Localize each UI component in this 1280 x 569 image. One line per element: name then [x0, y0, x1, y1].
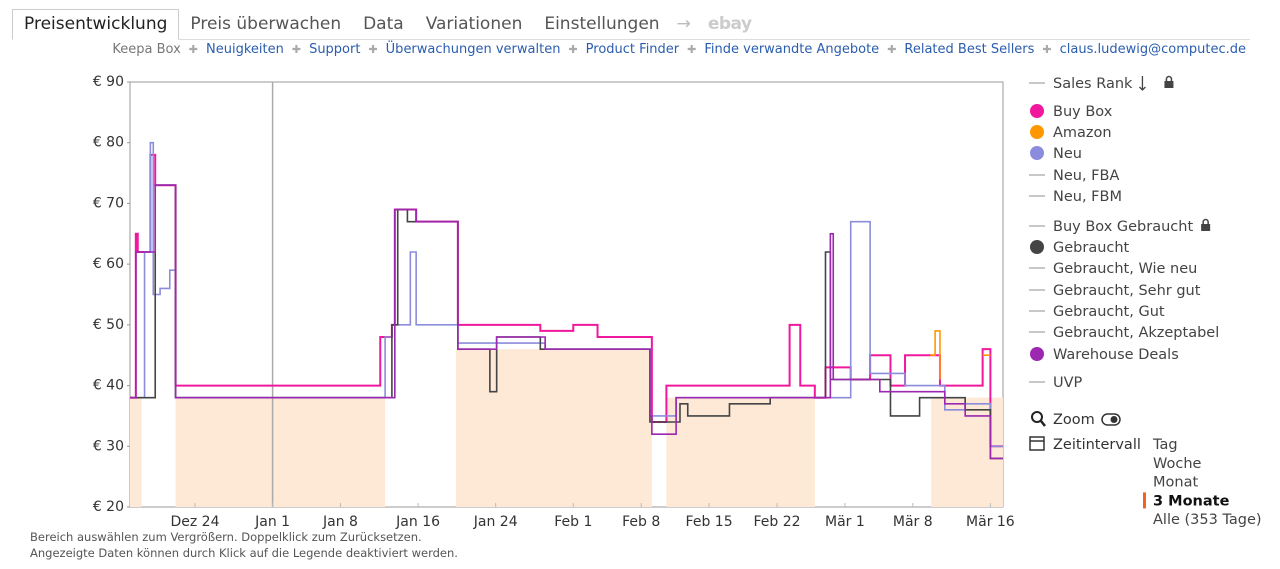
x-tick-label: Feb 22	[753, 514, 800, 530]
interval-option[interactable]: Tag	[1152, 437, 1178, 453]
tab[interactable]: Data	[363, 14, 404, 34]
highlight-band	[455, 349, 652, 507]
y-tick-label: € 30	[93, 438, 124, 454]
lock-icon	[1164, 81, 1174, 88]
x-tick-label: Jan 1	[254, 514, 290, 530]
legend-label[interactable]: Neu	[1053, 146, 1082, 162]
highlight-band	[931, 397, 1003, 507]
legend-label[interactable]: Gebraucht, Sehr gut	[1053, 283, 1201, 299]
highlight-band	[130, 397, 142, 507]
nav-link[interactable]: Related Best Sellers	[879, 42, 1034, 57]
x-tick-label: Dez 24	[170, 514, 219, 530]
x-tick-label: Mär 8	[893, 514, 933, 530]
y-tick-label: € 50	[93, 317, 124, 333]
x-tick-label: Jan 8	[322, 514, 358, 530]
link-bar: Keepa BoxNeuigkeitenSupportÜberwachungen…	[112, 42, 1246, 57]
zoom-toggle-knob	[1110, 416, 1118, 423]
series-line	[130, 184, 1003, 460]
legend-label[interactable]: Gebraucht, Wie neu	[1053, 261, 1197, 277]
interval-option[interactable]: Monat	[1153, 475, 1198, 491]
nav-link[interactable]: claus.ludewig@computec.de	[1034, 42, 1246, 57]
legend-label[interactable]: Buy Box Gebraucht	[1053, 219, 1193, 235]
highlights	[130, 82, 1003, 507]
legend-swatch[interactable]	[1030, 125, 1044, 139]
x-tick-label: Jan 24	[473, 514, 518, 530]
nav-link[interactable]: Überwachungen verwalten	[360, 42, 561, 57]
x-tick-label: Feb 15	[686, 514, 733, 530]
interval-option[interactable]: 3 Monate	[1153, 493, 1230, 509]
tab[interactable]: Einstellungen	[544, 14, 660, 34]
y-tick-label: € 70	[93, 195, 124, 211]
lock-icon	[1165, 75, 1173, 81]
series-lines	[130, 141, 1003, 460]
axes: € 90 € 80 € 70 € 60 € 50 € 40 € 30 € 20 Dez 24 Ja…	[93, 74, 1015, 530]
legend-label[interactable]: UVP	[1053, 375, 1083, 391]
legend: Sales Rank Buy Box Amazon Neu Neu, FBA Neu, F…	[1029, 75, 1219, 391]
x-tick-label: Jan 16	[395, 514, 440, 530]
lock-icon	[1201, 224, 1211, 231]
x-tick-label: Mär 1	[825, 514, 865, 530]
legend-label[interactable]: Warehouse Deals	[1053, 347, 1179, 363]
lock-icon	[1202, 218, 1209, 224]
y-tick-label: € 20	[93, 499, 124, 515]
zoom-icon	[1040, 420, 1046, 427]
footer: Bereich auswählen zum Vergrößern. Doppel…	[30, 529, 458, 561]
tab[interactable]: Variationen	[425, 14, 523, 34]
legend-label[interactable]: Gebraucht	[1053, 240, 1130, 256]
legend-swatch[interactable]	[1030, 104, 1044, 118]
legend-label[interactable]: Gebraucht, Gut	[1053, 304, 1165, 320]
nav-link[interactable]: Neuigkeiten	[181, 42, 284, 57]
footer-note: Bereich auswählen zum Vergrößern. Doppel…	[30, 530, 422, 544]
tab[interactable]: Preis überwachen	[190, 14, 342, 34]
legend-swatch[interactable]	[1030, 347, 1044, 361]
legend-label[interactable]: Buy Box	[1053, 104, 1113, 120]
y-tick-label: € 90	[93, 74, 124, 90]
highlight-band	[666, 397, 815, 507]
legend-label[interactable]: Sales Rank	[1053, 76, 1133, 92]
y-tick-label: € 40	[93, 378, 124, 394]
x-tick-label: Feb 8	[622, 514, 660, 530]
y-tick-label: € 60	[93, 256, 124, 272]
active-indicator	[1143, 492, 1146, 509]
calendar-icon	[1029, 436, 1045, 451]
legend-label[interactable]: Neu, FBM	[1053, 189, 1122, 205]
sort-icon	[1138, 76, 1146, 91]
interval-option[interactable]: Woche	[1153, 456, 1202, 472]
x-tick-label: Feb 1	[554, 514, 592, 530]
tab-bar: Preisentwicklung Preis überwachen Data Vari…	[12, 9, 1250, 40]
zoom-icon	[1031, 411, 1043, 423]
series-line	[930, 330, 991, 380]
tab[interactable]: Preisentwicklung	[12, 9, 180, 40]
legend-label[interactable]: Gebraucht, Akzeptabel	[1053, 325, 1219, 341]
series-line	[130, 184, 1003, 460]
nav-link[interactable]: Product Finder	[560, 42, 679, 57]
x-tick-label: Mär 16	[966, 514, 1015, 530]
nav-link[interactable]: Support	[284, 42, 360, 57]
highlight-band	[175, 397, 386, 507]
interval-option[interactable]: Alle (353 Tage)	[1153, 512, 1262, 528]
controls: Zoom Zeitintervall Tag Woche Monat 3 Monate…	[1029, 411, 1262, 528]
interval-label: Zeitintervall	[1053, 437, 1141, 453]
tab[interactable]: ebay	[707, 14, 752, 34]
tab-arrow: →	[676, 14, 691, 34]
legend-swatch[interactable]	[1030, 240, 1044, 254]
nav-link: Keepa Box	[112, 42, 181, 57]
nav-link[interactable]: Finde verwandte Angebote	[679, 42, 879, 57]
legend-swatch[interactable]	[1030, 146, 1044, 160]
legend-label[interactable]: Amazon	[1053, 125, 1112, 141]
legend-label[interactable]: Neu, FBA	[1053, 168, 1119, 184]
zoom-label[interactable]: Zoom	[1053, 412, 1095, 428]
y-tick-label: € 80	[93, 135, 124, 151]
footer-note: Angezeigte Daten können durch Klick auf …	[30, 546, 458, 560]
